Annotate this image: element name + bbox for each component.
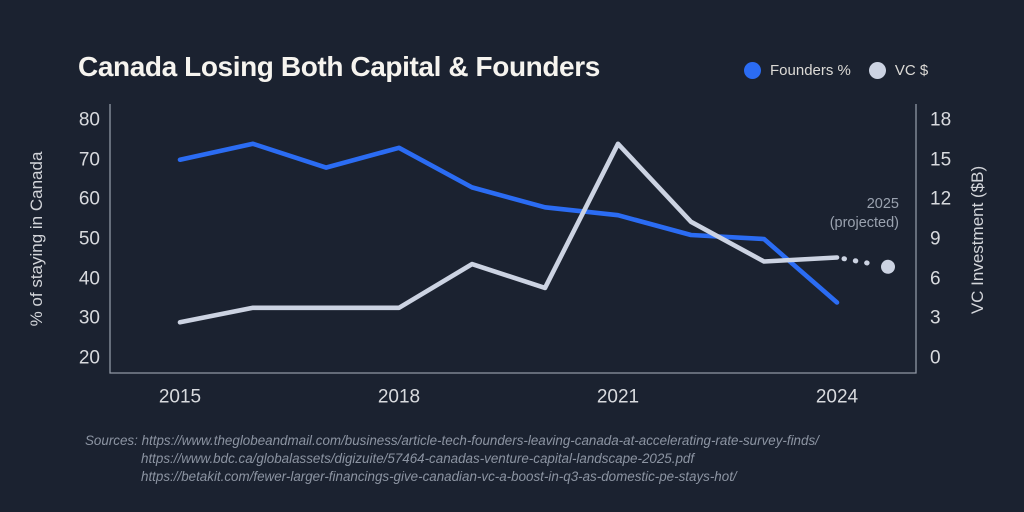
y-tick-left: 40 [78, 268, 100, 290]
chart-title: Canada Losing Both Capital & Founders [78, 51, 600, 82]
y-tick-right: 12 [930, 188, 952, 210]
y-tick-left: 60 [78, 188, 100, 210]
x-tick: 2018 [377, 386, 421, 408]
source-url: https://www.theglobeandmail.com/business… [141, 433, 819, 448]
vc-projection-dotted-line [841, 256, 880, 268]
legend-dot-icon [744, 62, 761, 79]
y-tick-left: 50 [78, 228, 100, 250]
right-axis-title: VC Investment ($B) [968, 165, 987, 315]
y-tick-left: 70 [78, 149, 100, 171]
y-tick-left: 80 [78, 109, 100, 131]
y-tick-right: 0 [930, 347, 941, 369]
legend-dot-icon [868, 62, 886, 79]
projection-annotation-year: 2025 [866, 196, 899, 212]
vc-projection-dot [881, 259, 895, 274]
vc-line [177, 141, 840, 325]
y-tick-right: 6 [930, 268, 941, 290]
source-line: https://betakit.com/fewer-larger-financi… [85, 468, 819, 486]
projection-annotation-note: (projected) [829, 215, 899, 231]
chart-legend: Founders % VC $ [744, 62, 928, 79]
legend-label: VC $ [894, 62, 929, 79]
sources-prefix: Sources: [85, 433, 142, 448]
axis-spines [109, 104, 917, 374]
projection-annotation: 2025 (projected) [830, 195, 899, 233]
source-url: https://www.bdc.ca/globalassets/digizuit… [141, 451, 695, 467]
left-axis-title: % of staying in Canada [27, 151, 46, 327]
y-tick-right: 18 [930, 109, 952, 131]
y-tick-right: 9 [930, 228, 941, 250]
x-tick: 2024 [815, 386, 859, 408]
legend-item-0: Founders % [744, 62, 851, 79]
source-line: https://www.bdc.ca/globalassets/digizuit… [85, 450, 819, 468]
founders-line [177, 141, 840, 305]
y-tick-left: 30 [78, 307, 100, 329]
source-url: https://betakit.com/fewer-larger-financi… [141, 469, 737, 485]
x-tick: 2021 [596, 386, 640, 408]
y-tick-right: 15 [930, 149, 952, 171]
x-tick: 2015 [158, 386, 202, 408]
legend-item-1: VC $ [868, 62, 929, 79]
source-line: Sources: https://www.theglobeandmail.com… [85, 432, 819, 450]
y-tick-left: 20 [78, 347, 100, 369]
sources: Sources: https://www.theglobeandmail.com… [85, 432, 819, 487]
y-tick-right: 3 [930, 307, 941, 329]
legend-label: Founders % [770, 62, 851, 79]
